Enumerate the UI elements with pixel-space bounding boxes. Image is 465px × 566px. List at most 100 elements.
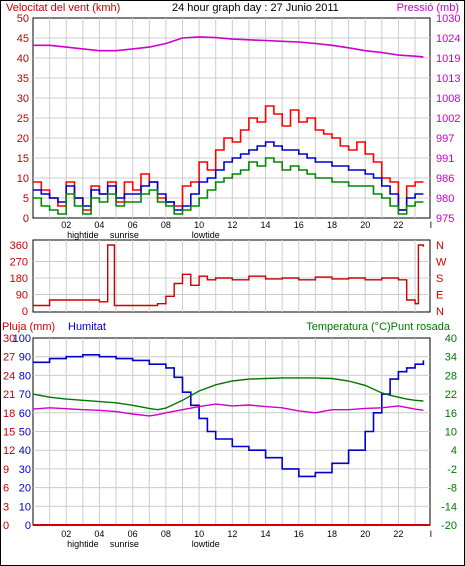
wind-y-tick-label: 45 xyxy=(17,33,29,45)
wind-y-tick-label: 5 xyxy=(23,193,29,205)
x-tick-label: I xyxy=(430,529,433,539)
humidity-y-tick-label: 40 xyxy=(19,445,31,457)
x-tick-label: 16 xyxy=(294,529,304,539)
direction-line xyxy=(33,244,425,307)
x-tick-label: 14 xyxy=(261,220,271,230)
wind-y-tick-label: 20 xyxy=(17,133,29,145)
rain-y-tick-label: 3 xyxy=(3,501,9,513)
x-tick-label: I xyxy=(430,220,433,230)
wind-y-tick-label: 40 xyxy=(17,53,29,65)
x-tick-label: 08 xyxy=(161,529,171,539)
x-tick-label: 22 xyxy=(393,220,403,230)
pressure-y-tick-label: 975 xyxy=(436,213,454,225)
humidity-y-tick-label: 70 xyxy=(19,389,31,401)
x-tick-label: 22 xyxy=(393,529,403,539)
humidity-y-tick-label: 0 xyxy=(25,520,31,532)
humidity-y-tick-label: 90 xyxy=(19,352,31,364)
pressure-y-tick-label: 1013 xyxy=(436,73,460,85)
wind-y-tick-label: 0 xyxy=(23,213,29,225)
direction-plot-area xyxy=(32,239,431,313)
direction-y-tick-label: 0 xyxy=(22,306,28,318)
temperature-y-tick-label: 10 xyxy=(445,427,457,439)
wind-y-tick-label: 25 xyxy=(17,113,29,125)
rain-y-tick-label: 9 xyxy=(3,464,9,476)
humidity-axis-title: Humitat xyxy=(68,321,106,333)
avgwind-line xyxy=(33,141,424,211)
x-tick-label: 10 xyxy=(194,220,204,230)
humidity-grid xyxy=(33,338,430,525)
temperature-y-tick-label: 28 xyxy=(445,370,457,382)
temperature-y-tick-label: -14 xyxy=(441,501,457,513)
pressure-line xyxy=(33,36,424,58)
rain-y-tick-label: 15 xyxy=(3,427,15,439)
pressure-y-tick-label: 1030 xyxy=(436,13,460,25)
wind-y-tick-label: 35 xyxy=(17,73,29,85)
x-tick-label: 16 xyxy=(294,220,304,230)
temperature-y-tick-label: 16 xyxy=(445,408,457,420)
temperature-y-tick-label: -20 xyxy=(441,520,457,532)
windgreen-line xyxy=(33,157,424,215)
humidity-y-tick-label: 80 xyxy=(19,370,31,382)
compass-tick-label: S xyxy=(436,273,443,285)
dewpoint-line xyxy=(32,403,424,417)
x-tick-label: 18 xyxy=(327,220,337,230)
x-tick-label: 02 xyxy=(61,529,71,539)
pressure-axis-title: Pressió (mb) xyxy=(397,2,459,14)
wind-y-tick-label: 50 xyxy=(17,13,29,25)
wind-series xyxy=(33,36,424,215)
pressure-y-tick-label: 1002 xyxy=(436,113,460,125)
x-tick-label: 12 xyxy=(227,529,237,539)
pressure-y-tick-label: 1019 xyxy=(436,53,460,65)
pressure-y-ticks: 1030 1024 1019 1013 1008 1002 997 991 986 980 975 xyxy=(436,13,460,225)
rain-axis-title: Pluja (mm) xyxy=(2,321,55,333)
x-tick-label: 14 xyxy=(261,529,271,539)
wind-axis-title: Velocitat del vent (kmh) xyxy=(6,2,120,14)
compass-tick-label: N xyxy=(436,306,444,318)
pressure-y-tick-label: 986 xyxy=(436,173,454,185)
temperature-y-tick-label: 40 xyxy=(445,333,457,345)
pressure-y-tick-label: 991 xyxy=(436,153,454,165)
pressure-y-tick-label: 980 xyxy=(436,193,454,205)
x-tick-label: 02 xyxy=(61,220,71,230)
direction-series xyxy=(33,244,425,307)
x-tick-label: 04 xyxy=(94,529,104,539)
rain-y-tick-label: 30 xyxy=(3,333,15,345)
direction-y-tick-label: 90 xyxy=(16,290,28,302)
compass-tick-label: W xyxy=(436,257,447,269)
temperature-y-tick-label: -2 xyxy=(447,464,457,476)
pressure-y-tick-label: 1008 xyxy=(436,93,460,105)
humidity-y-tick-label: 60 xyxy=(19,408,31,420)
temperature-y-tick-label: 22 xyxy=(445,389,457,401)
humidity-y-tick-label: 20 xyxy=(19,483,31,495)
rain-y-tick-label: 18 xyxy=(3,408,15,420)
x-annotation-label: sunrise xyxy=(110,230,139,240)
x-tick-label: 10 xyxy=(194,529,204,539)
temperature-line xyxy=(32,377,424,411)
x-annotation-label: hightide xyxy=(67,230,99,240)
rain-y-tick-label: 27 xyxy=(3,352,15,364)
humidity-x-annotations: hightide sunrise lowtide xyxy=(67,539,220,549)
rain-y-tick-label: 24 xyxy=(3,370,15,382)
rain-y-tick-label: 0 xyxy=(3,520,9,532)
pressure-y-tick-label: 1024 xyxy=(436,33,460,45)
direction-y-tick-label: 360 xyxy=(10,240,28,252)
wind-x-ticks: 02 04 06 08 10 12 14 16 18 20 22 I xyxy=(61,220,432,230)
temperature-y-tick-label: 34 xyxy=(445,352,457,364)
x-annotation-label: sunrise xyxy=(110,539,139,549)
humidity-y-tick-label: 30 xyxy=(19,464,31,476)
direction-y-tick-label: 270 xyxy=(10,257,28,269)
pressure-y-tick-label: 997 xyxy=(436,133,454,145)
x-annotation-label: lowtide xyxy=(192,230,220,240)
humidity-y-tick-label: 100 xyxy=(13,333,31,345)
humidity-x-ticks: 02 04 06 08 10 12 14 16 18 20 22 I xyxy=(61,529,432,539)
x-annotation-label: hightide xyxy=(67,539,99,549)
x-tick-label: 06 xyxy=(128,529,138,539)
